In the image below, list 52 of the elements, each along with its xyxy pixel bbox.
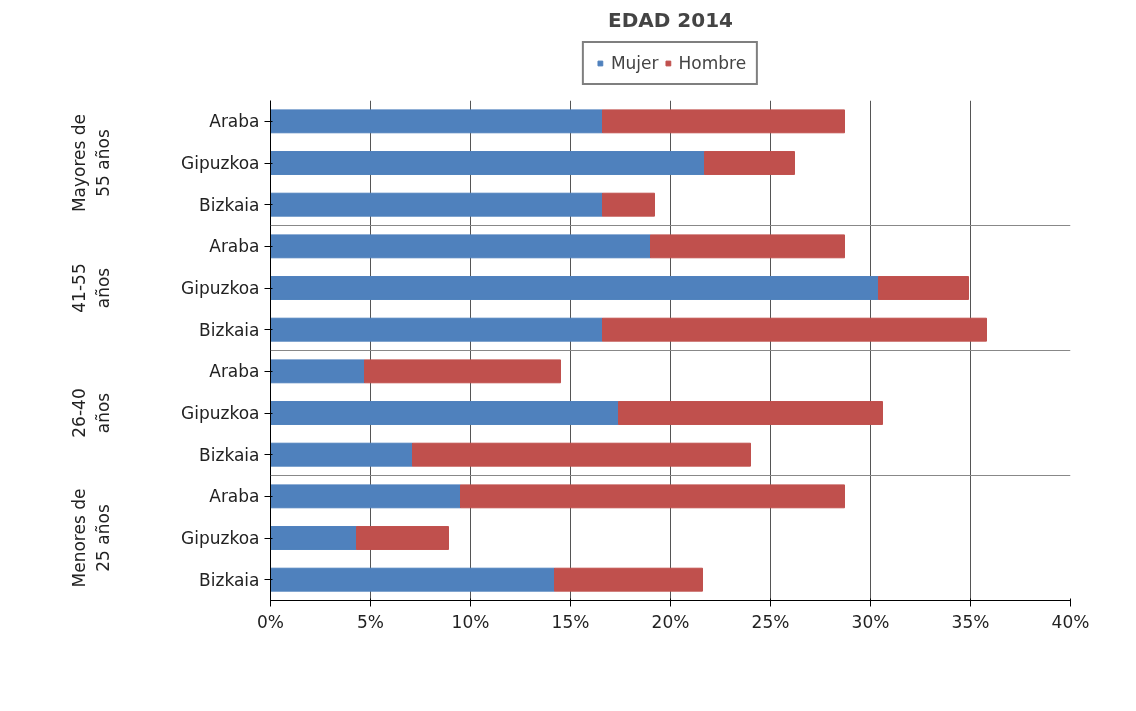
x-tick-label: 25% — [751, 611, 790, 632]
bar — [356, 526, 449, 550]
legend-label: Mujer — [610, 53, 659, 73]
bar — [412, 442, 751, 467]
y-tick-label: Gipuzkoa — [181, 403, 260, 423]
y-tick-label: Bizkaia — [199, 444, 260, 465]
text: Mayores de 55 años — [68, 113, 113, 213]
y-tick-label: Araba — [209, 236, 260, 257]
x-tick-label: 20% — [651, 611, 690, 632]
y-tick-label: Bizkaia — [199, 569, 260, 590]
y-tick-label: Gipuzkoa — [181, 278, 260, 298]
chart-title: EDAD 2014 — [608, 7, 733, 32]
bar — [270, 276, 879, 300]
bar — [270, 234, 651, 259]
bar — [270, 442, 413, 467]
x-tick-label: 15% — [551, 611, 590, 632]
x-tick-label: 10% — [451, 611, 490, 632]
bar — [270, 192, 603, 217]
bar — [460, 484, 845, 509]
bar — [618, 401, 883, 425]
bar — [270, 484, 461, 509]
legend-label: Hombre — [678, 53, 747, 73]
bar — [602, 192, 655, 217]
bar — [364, 359, 561, 384]
text: 41-55 años — [68, 263, 113, 313]
bar — [270, 526, 357, 550]
bar — [270, 109, 603, 134]
bar — [270, 317, 603, 342]
bar — [270, 401, 619, 425]
y-tick-label: Bizkaia — [199, 319, 260, 340]
y-tick-label: Araba — [209, 361, 260, 382]
x-tick-label: 0% — [257, 611, 284, 632]
bar — [270, 567, 555, 592]
text: Menores de 25 años — [68, 488, 113, 588]
bar — [270, 359, 365, 384]
bar — [878, 276, 969, 300]
y-tick-label: Gipuzkoa — [181, 153, 260, 173]
x-tick-label: 35% — [951, 611, 990, 632]
bar — [650, 234, 845, 259]
bar — [270, 151, 705, 175]
x-tick-label: 5% — [357, 611, 384, 632]
bar — [704, 151, 795, 175]
y-tick-label: Araba — [209, 111, 260, 132]
bar — [554, 567, 703, 592]
y-tick-label: Bizkaia — [199, 194, 260, 215]
y-tick-label: Araba — [209, 486, 260, 507]
x-tick-label: 30% — [851, 611, 890, 632]
bar — [602, 109, 845, 134]
text: 26-40 años — [68, 388, 113, 438]
x-tick-label: 40% — [1051, 611, 1090, 632]
y-tick-label: Gipuzkoa — [181, 528, 260, 548]
bar — [602, 317, 987, 342]
